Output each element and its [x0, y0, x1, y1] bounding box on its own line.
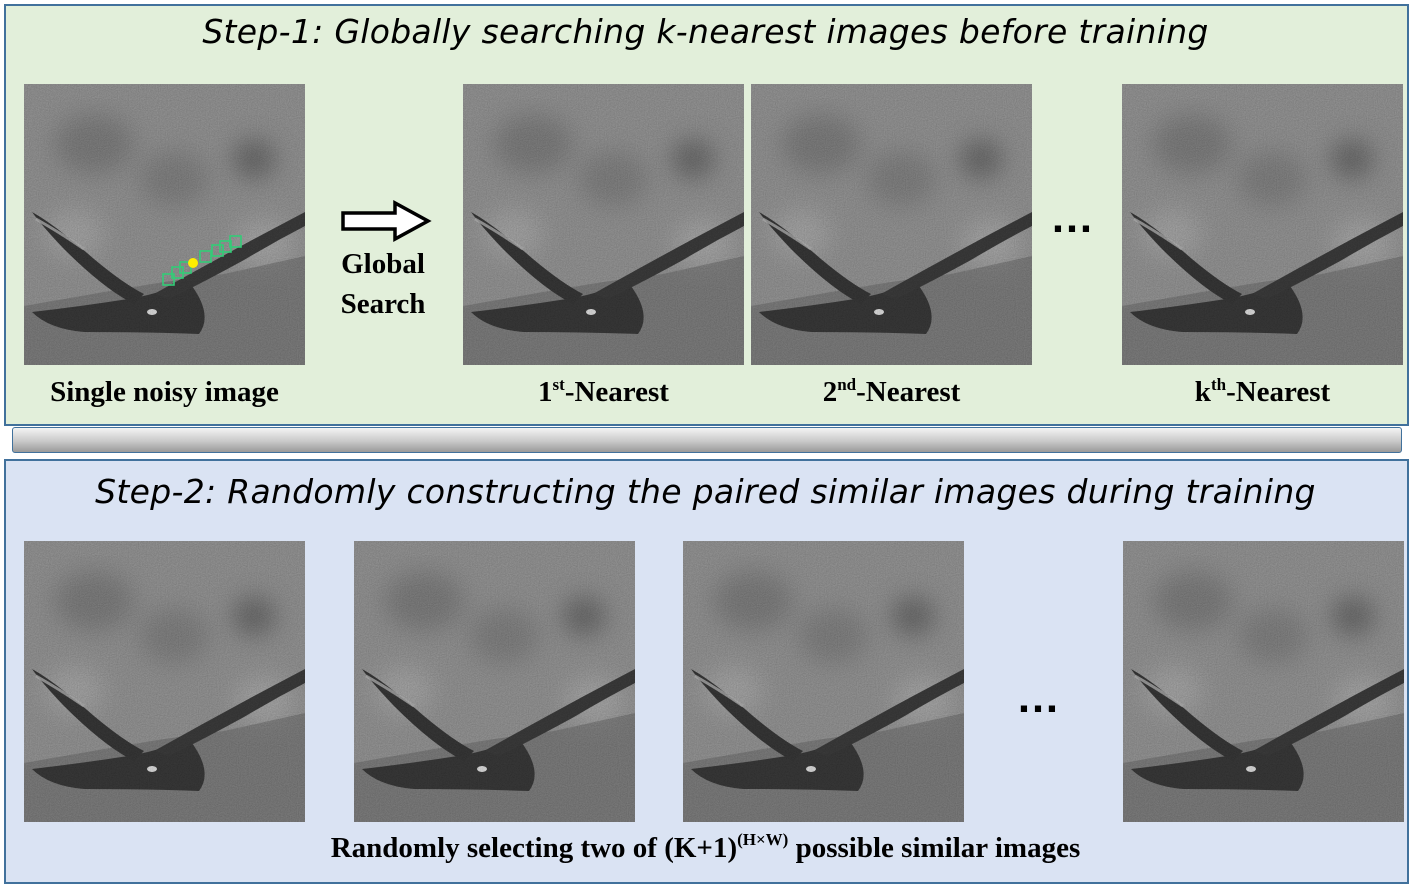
global-search-line2: Search: [340, 288, 426, 320]
nearest-label-k: kth-Nearest: [1194, 375, 1331, 408]
step1-ellipsis: …: [1050, 193, 1096, 242]
step1-title: Step-1: Globally searching k-nearest ima…: [202, 12, 1209, 51]
nearest-label-2: 2nd-Nearest: [822, 375, 961, 408]
step2-title: Step-2: Randomly constructing the paired…: [95, 472, 1316, 511]
patch-center-dot: [188, 258, 198, 268]
paired-image-4: [1123, 541, 1404, 822]
single-noisy-image: [24, 84, 305, 365]
nearest-image-1: [463, 84, 744, 365]
nearest-image-k: [1122, 84, 1403, 365]
paired-image-1: [24, 541, 305, 822]
paired-image-2: [354, 541, 635, 822]
right-arrow-icon: [340, 200, 432, 247]
global-search-label: Global Search: [328, 244, 438, 324]
step2-caption: Randomly selecting two of (K+1)(H×W) pos…: [330, 830, 1081, 864]
nearest-image-2: [751, 84, 1032, 365]
global-search-line1: Global: [341, 248, 425, 280]
panel-connector: [12, 427, 1402, 453]
nearest-label-1: 1st-Nearest: [538, 375, 669, 408]
single-noisy-image-label: Single noisy image: [50, 376, 279, 408]
step2-ellipsis: …: [1016, 673, 1062, 722]
paired-image-3: [683, 541, 964, 822]
